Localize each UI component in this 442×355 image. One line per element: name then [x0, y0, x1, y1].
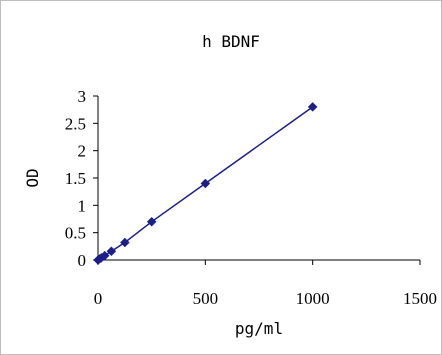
y-tick-label: 0.5 — [65, 224, 86, 243]
data-point — [119, 237, 130, 248]
y-ticks: 0 0.5 1 1.5 2 2.5 3 — [65, 87, 98, 270]
x-axis-label: pg/ml — [235, 319, 283, 338]
data-series — [93, 102, 318, 265]
x-tick-label: 1500 — [403, 289, 437, 308]
x-tick-label: 1000 — [296, 289, 330, 308]
data-point — [200, 178, 211, 189]
x-ticks: 0 500 1000 1500 — [94, 260, 437, 308]
data-point — [99, 250, 110, 261]
y-axis-label: OD — [23, 168, 42, 187]
y-tick-label: 1 — [78, 196, 87, 215]
y-tick-label: 0 — [78, 251, 87, 270]
y-tick-label: 2 — [78, 142, 87, 161]
data-point — [307, 102, 318, 112]
chart-title: h BDNF — [202, 32, 260, 51]
data-point — [146, 216, 157, 227]
y-tick-label: 1.5 — [65, 169, 86, 188]
x-tick-label: 0 — [94, 289, 103, 308]
y-tick-label: 2.5 — [65, 114, 86, 133]
data-point — [106, 246, 117, 257]
y-tick-label: 3 — [78, 87, 87, 106]
x-tick-label: 500 — [193, 289, 219, 308]
